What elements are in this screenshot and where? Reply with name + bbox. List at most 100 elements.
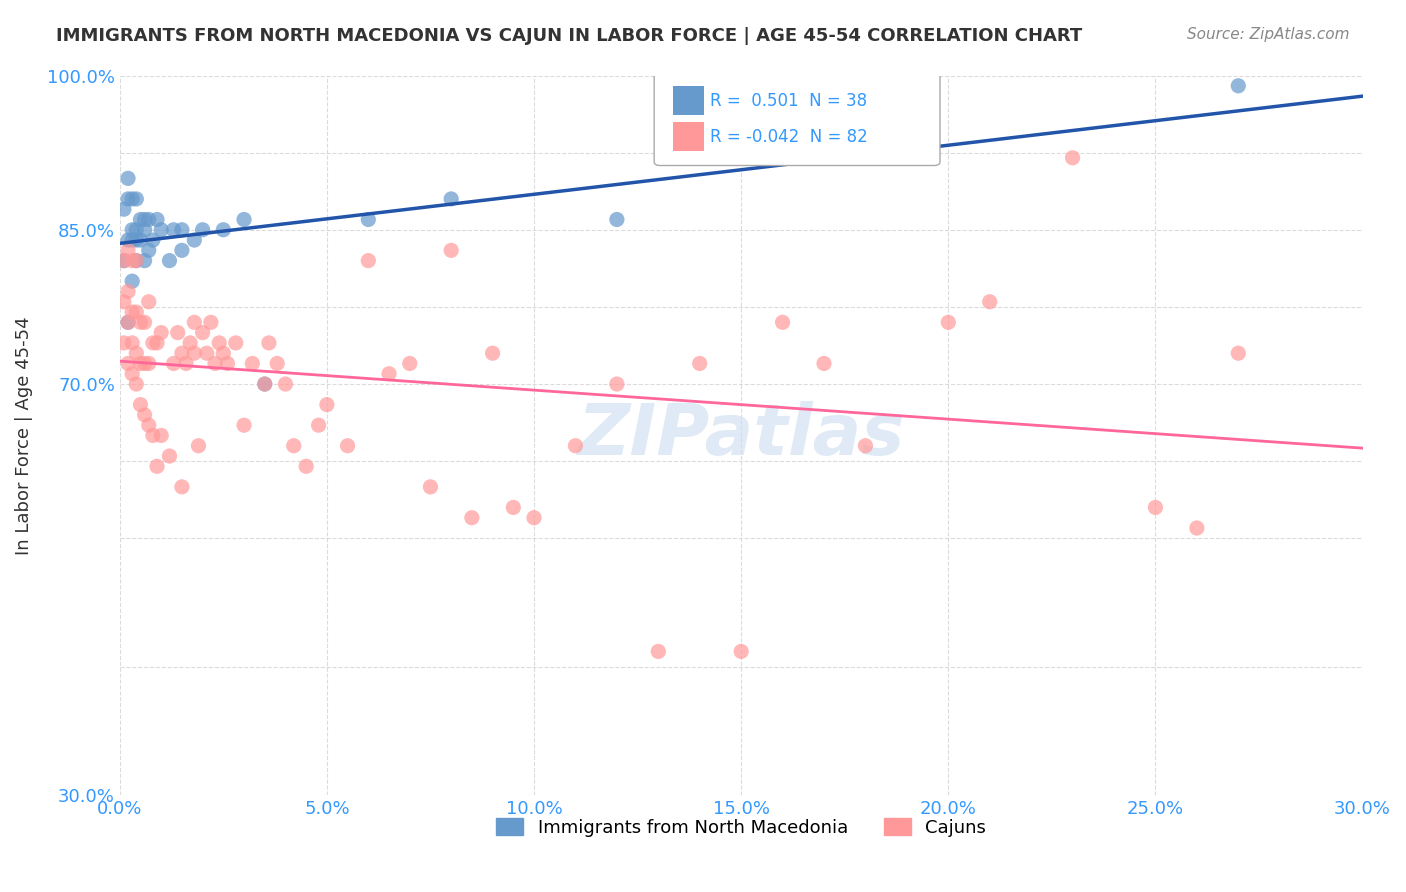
Point: [606, 212, 628, 227]
Point: [138, 244, 160, 258]
Point: [125, 253, 148, 268]
Point: [1144, 500, 1167, 515]
Point: [813, 356, 835, 370]
Point: [481, 346, 503, 360]
Point: [146, 212, 169, 227]
Point: [121, 274, 143, 288]
Point: [159, 253, 181, 268]
Point: [772, 315, 794, 329]
Point: [121, 367, 143, 381]
Point: [150, 326, 173, 340]
Text: R = -0.042  N = 82: R = -0.042 N = 82: [710, 128, 868, 145]
Point: [150, 223, 173, 237]
Point: [162, 356, 184, 370]
Point: [117, 315, 139, 329]
Bar: [673, 87, 704, 115]
Point: [112, 202, 135, 217]
Point: [183, 233, 205, 247]
Point: [117, 356, 139, 370]
Point: [979, 294, 1001, 309]
Point: [121, 335, 143, 350]
Point: [159, 449, 181, 463]
Point: [170, 244, 193, 258]
Point: [187, 439, 209, 453]
Point: [564, 439, 586, 453]
Point: [357, 212, 380, 227]
Point: [274, 377, 297, 392]
Point: [138, 212, 160, 227]
Point: [142, 233, 165, 247]
Point: [121, 223, 143, 237]
Point: [1185, 521, 1208, 535]
Point: [233, 418, 256, 433]
Point: [217, 356, 239, 370]
Point: [134, 315, 156, 329]
Point: [125, 253, 148, 268]
Point: [146, 459, 169, 474]
FancyBboxPatch shape: [654, 72, 941, 166]
Point: [336, 439, 359, 453]
Point: [170, 223, 193, 237]
Point: [162, 223, 184, 237]
Point: [125, 223, 148, 237]
Point: [125, 192, 148, 206]
Point: [121, 305, 143, 319]
Point: [308, 418, 330, 433]
Point: [813, 140, 835, 154]
Point: [523, 510, 546, 524]
Y-axis label: In Labor Force | Age 45-54: In Labor Force | Age 45-54: [15, 316, 32, 555]
Point: [134, 356, 156, 370]
Point: [138, 294, 160, 309]
Point: [257, 335, 280, 350]
Point: [134, 212, 156, 227]
Point: [936, 315, 959, 329]
Point: [112, 294, 135, 309]
Point: [212, 346, 235, 360]
Point: [689, 356, 711, 370]
Point: [647, 644, 669, 658]
Text: IMMIGRANTS FROM NORTH MACEDONIA VS CAJUN IN LABOR FORCE | AGE 45-54 CORRELATION : IMMIGRANTS FROM NORTH MACEDONIA VS CAJUN…: [56, 27, 1083, 45]
Point: [117, 233, 139, 247]
Point: [134, 408, 156, 422]
Point: [730, 644, 752, 658]
Point: [1062, 151, 1084, 165]
Point: [1227, 346, 1250, 360]
Point: [125, 377, 148, 392]
Point: [461, 510, 484, 524]
Point: [195, 346, 218, 360]
Point: [240, 356, 263, 370]
Point: [129, 233, 152, 247]
Point: [134, 253, 156, 268]
Point: [855, 439, 877, 453]
Point: [315, 398, 337, 412]
Point: [1227, 78, 1250, 93]
Point: [121, 192, 143, 206]
Legend: Immigrants from North Macedonia, Cajuns: Immigrants from North Macedonia, Cajuns: [489, 811, 994, 844]
Point: [142, 335, 165, 350]
Point: [129, 212, 152, 227]
Point: [129, 356, 152, 370]
Point: [117, 285, 139, 299]
Point: [170, 346, 193, 360]
Point: [233, 212, 256, 227]
Point: [166, 326, 188, 340]
Point: [146, 335, 169, 350]
Point: [125, 305, 148, 319]
Point: [502, 500, 524, 515]
Point: [121, 253, 143, 268]
Point: [138, 418, 160, 433]
Point: [142, 428, 165, 442]
Point: [138, 356, 160, 370]
Point: [204, 356, 226, 370]
Point: [174, 356, 197, 370]
Point: [419, 480, 441, 494]
Point: [183, 315, 205, 329]
Point: [200, 315, 222, 329]
Text: R =  0.501  N = 38: R = 0.501 N = 38: [710, 92, 868, 110]
Point: [266, 356, 288, 370]
Point: [212, 223, 235, 237]
Point: [112, 335, 135, 350]
Point: [283, 439, 305, 453]
Point: [253, 377, 276, 392]
Point: [121, 233, 143, 247]
